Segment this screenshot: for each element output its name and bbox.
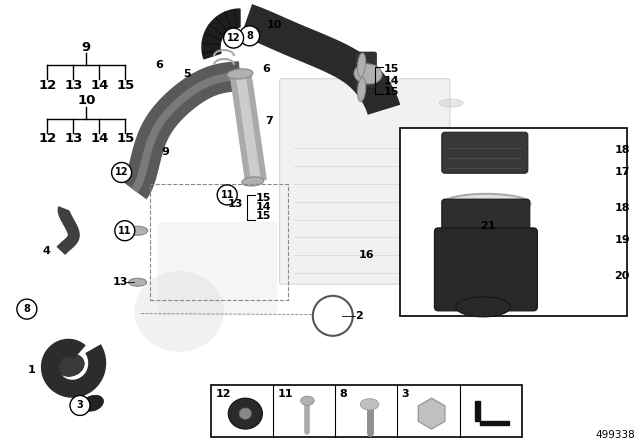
Ellipse shape <box>127 226 148 235</box>
FancyBboxPatch shape <box>355 52 376 88</box>
Text: 15: 15 <box>116 132 134 145</box>
Ellipse shape <box>439 99 463 107</box>
Circle shape <box>70 396 90 415</box>
Ellipse shape <box>360 399 379 410</box>
Text: 10: 10 <box>77 94 95 108</box>
Bar <box>400 128 627 316</box>
Text: 3: 3 <box>401 389 409 399</box>
Ellipse shape <box>354 64 382 84</box>
Ellipse shape <box>301 396 314 405</box>
FancyBboxPatch shape <box>280 79 450 284</box>
Text: 15: 15 <box>116 78 134 91</box>
Text: 20: 20 <box>614 271 630 280</box>
Text: 12: 12 <box>38 78 56 91</box>
Polygon shape <box>202 9 240 59</box>
Circle shape <box>239 26 260 46</box>
Polygon shape <box>241 4 400 115</box>
Text: 15: 15 <box>384 65 399 74</box>
Text: 14: 14 <box>90 132 109 145</box>
Text: 12: 12 <box>215 389 230 399</box>
Text: 21: 21 <box>480 221 495 231</box>
Ellipse shape <box>242 177 264 186</box>
FancyBboxPatch shape <box>435 228 538 311</box>
Ellipse shape <box>56 354 84 376</box>
Polygon shape <box>41 339 106 398</box>
Text: 14: 14 <box>90 78 109 91</box>
Text: 6: 6 <box>262 65 270 74</box>
Text: 11: 11 <box>118 226 132 236</box>
Text: 17: 17 <box>614 168 630 177</box>
Ellipse shape <box>439 256 463 264</box>
Text: 18: 18 <box>614 145 630 155</box>
Text: 19: 19 <box>614 235 630 245</box>
Text: 9: 9 <box>162 147 170 157</box>
Ellipse shape <box>439 130 463 138</box>
Ellipse shape <box>129 278 147 286</box>
Ellipse shape <box>134 271 224 352</box>
Text: 9: 9 <box>82 40 91 54</box>
Text: 14: 14 <box>256 202 271 212</box>
FancyBboxPatch shape <box>442 132 528 173</box>
Ellipse shape <box>439 224 463 233</box>
Polygon shape <box>131 72 240 193</box>
Text: 2: 2 <box>355 311 363 321</box>
Text: 7: 7 <box>266 116 273 126</box>
Circle shape <box>217 185 237 205</box>
Text: 1: 1 <box>28 365 35 375</box>
Polygon shape <box>235 71 261 182</box>
Text: 10: 10 <box>266 20 282 30</box>
Text: 8: 8 <box>246 31 253 41</box>
Ellipse shape <box>442 194 531 214</box>
Text: 11: 11 <box>277 389 292 399</box>
Text: 12: 12 <box>227 33 241 43</box>
FancyBboxPatch shape <box>442 199 530 247</box>
Ellipse shape <box>82 395 104 411</box>
Ellipse shape <box>358 78 365 102</box>
Text: 12: 12 <box>115 168 129 177</box>
Ellipse shape <box>439 162 463 170</box>
Text: 5: 5 <box>183 69 191 79</box>
Text: 13: 13 <box>64 78 83 91</box>
Text: 15: 15 <box>256 193 271 203</box>
Text: 16: 16 <box>359 250 374 260</box>
Polygon shape <box>475 401 509 426</box>
Text: 15: 15 <box>256 211 271 221</box>
Text: 12: 12 <box>38 132 56 145</box>
Text: 3: 3 <box>77 401 83 410</box>
Text: 14: 14 <box>384 76 399 86</box>
FancyBboxPatch shape <box>158 222 277 315</box>
Text: 13: 13 <box>228 199 243 209</box>
Ellipse shape <box>227 69 253 79</box>
Ellipse shape <box>228 398 262 429</box>
Text: 4: 4 <box>42 246 50 256</box>
Ellipse shape <box>439 193 463 201</box>
Polygon shape <box>229 70 267 183</box>
Ellipse shape <box>358 53 365 77</box>
Text: 13: 13 <box>113 277 128 287</box>
Text: 8: 8 <box>24 304 30 314</box>
Text: 11: 11 <box>220 190 234 200</box>
Circle shape <box>115 221 135 241</box>
Bar <box>150 184 288 300</box>
Polygon shape <box>56 206 80 255</box>
Circle shape <box>17 299 37 319</box>
Text: 15: 15 <box>384 87 399 97</box>
Circle shape <box>111 163 132 182</box>
Bar <box>211 385 522 437</box>
Polygon shape <box>122 61 241 199</box>
Ellipse shape <box>456 297 511 317</box>
Text: 499338: 499338 <box>595 430 635 440</box>
Circle shape <box>223 28 244 48</box>
Ellipse shape <box>239 408 252 419</box>
Text: 13: 13 <box>64 132 83 145</box>
Text: 18: 18 <box>614 203 630 213</box>
Text: 8: 8 <box>339 389 347 399</box>
Text: 6: 6 <box>156 60 163 70</box>
